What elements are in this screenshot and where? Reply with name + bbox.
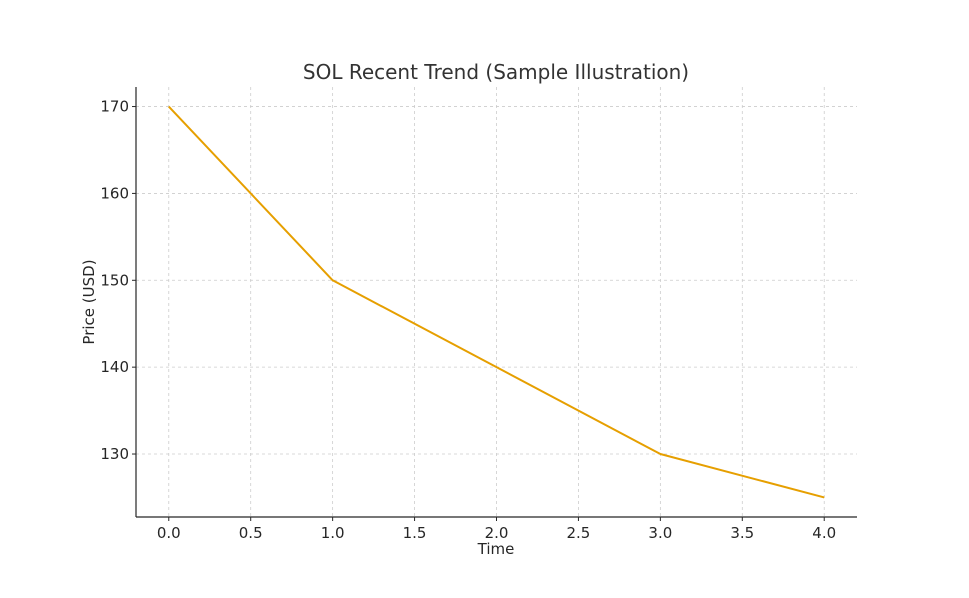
plot-area [168, 105, 825, 499]
x-axis-label: Time [477, 540, 515, 558]
x-tick-label: 2.5 [567, 524, 591, 542]
x-tick-label: 3.0 [648, 524, 672, 542]
chart-title: SOL Recent Trend (Sample Illustration) [303, 60, 689, 84]
x-tick-label: 1.0 [321, 524, 345, 542]
y-tick-label: 140 [100, 358, 129, 376]
grid [136, 87, 857, 517]
x-tick-label: 1.5 [403, 524, 427, 542]
x-tick-label: 3.5 [730, 524, 754, 542]
axes: 0.0 0.5 1.0 1.5 2.0 2.5 3.0 3.5 4.0 130 140 150 160 1… [100, 87, 857, 542]
y-tick-label: 130 [100, 445, 129, 463]
y-axis-label: Price (USD) [80, 259, 98, 344]
y-tick-label: 170 [100, 98, 129, 116]
x-tick-label: 2.0 [485, 524, 509, 542]
x-tick-label: 0.5 [239, 524, 263, 542]
x-tick-label: 0.0 [157, 524, 181, 542]
y-tick-label: 160 [100, 184, 129, 202]
y-tick-label: 150 [100, 271, 129, 289]
x-tick-label: 4.0 [812, 524, 836, 542]
